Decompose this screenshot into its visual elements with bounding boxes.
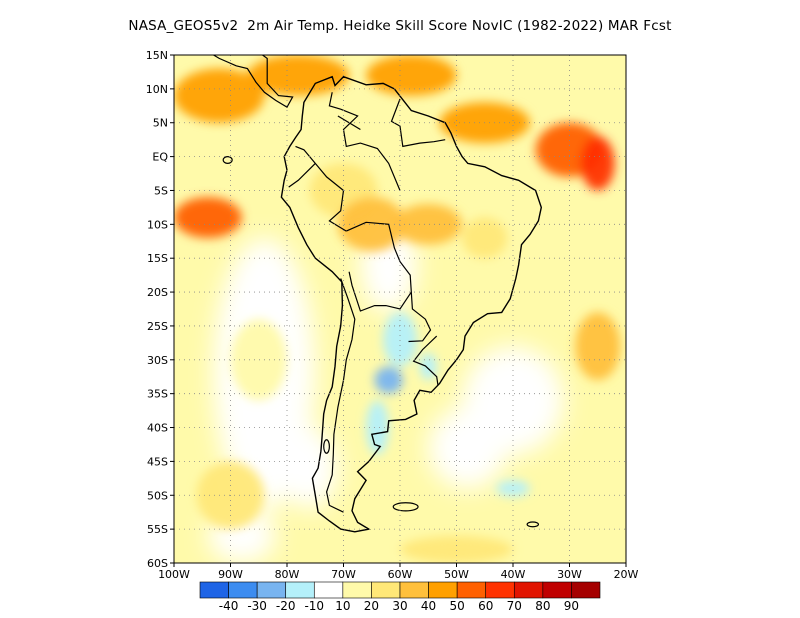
island — [222, 155, 233, 164]
colorbar-swatch — [228, 581, 258, 599]
colorbar-label: 60 — [478, 599, 493, 613]
colorbar-swatch — [542, 581, 572, 599]
skill-region — [230, 319, 287, 401]
colorbar-label: 10 — [335, 599, 350, 613]
lon-tick-label: 90W — [218, 568, 243, 581]
colorbar-swatch — [399, 581, 429, 599]
colorbar-swatch — [428, 581, 458, 599]
skill-region — [575, 312, 621, 381]
country-border — [325, 278, 356, 513]
lat-tick-label: 45S — [147, 455, 168, 468]
lat-tick-label: 25S — [147, 320, 168, 333]
skill-regions — [174, 55, 621, 563]
colorbar-label: 90 — [564, 599, 579, 613]
skill-region — [174, 197, 242, 238]
skill-region — [383, 312, 417, 367]
lat-tick-label: 5S — [154, 184, 168, 197]
island — [323, 439, 330, 454]
country-border — [288, 162, 316, 188]
country-border — [408, 292, 432, 343]
country-border — [328, 92, 401, 191]
skill-region — [337, 197, 406, 252]
colorbar-label: 40 — [421, 599, 436, 613]
plot-area — [174, 55, 626, 563]
lat-tick-label: 10N — [146, 83, 168, 96]
lat-tick-label: 10S — [147, 218, 168, 231]
island — [526, 521, 540, 528]
colorbar-swatch — [342, 581, 372, 599]
country-border — [328, 190, 347, 232]
skill-region — [366, 55, 457, 96]
lon-tick-label: 60W — [388, 568, 413, 581]
lat-tick-label: 30S — [147, 354, 168, 367]
colorbar-swatch — [485, 581, 515, 599]
south-america-coastline — [280, 75, 543, 533]
skill-region — [174, 68, 265, 123]
lat-tick-label: 20S — [147, 286, 168, 299]
colorbar-swatch — [371, 581, 401, 599]
skill-region — [419, 353, 437, 381]
chart-title: NASA_GEOS5v2 2m Air Temp. Heidke Skill S… — [128, 18, 672, 34]
skill-region — [374, 366, 403, 394]
country-border — [412, 335, 439, 385]
colorbar-swatch — [571, 581, 601, 599]
colorbar-label: 20 — [364, 599, 379, 613]
colorbar-swatch — [256, 581, 287, 599]
lon-tick-label: 80W — [275, 568, 300, 581]
country-border — [346, 221, 412, 293]
lat-tick-label: 15N — [146, 49, 168, 62]
country-border — [390, 98, 446, 148]
lon-tick-label: 100W — [158, 568, 190, 581]
lon-tick-label: 50W — [444, 568, 469, 581]
lat-tick-label: 55S — [147, 523, 168, 536]
colorbar-label: -40 — [219, 599, 239, 613]
colorbar-label: 30 — [392, 599, 407, 613]
central-america-coastline — [212, 55, 294, 109]
lon-tick-label: 30W — [557, 568, 582, 581]
lat-tick-label: EQ — [152, 151, 168, 164]
lon-tick-label: 40W — [501, 568, 526, 581]
grid-lines — [174, 55, 626, 563]
colorbar-label: -10 — [304, 599, 324, 613]
colorbar-swatch — [456, 581, 487, 599]
skill-region — [366, 400, 389, 455]
colorbar-swatch — [199, 581, 229, 599]
colorbar-label: -20 — [276, 599, 296, 613]
axis-ticks: 15N 10N 5N EQ 5S 10S 15S 20S 25S 30S 35S 40S 45S 50S 5… — [146, 49, 639, 581]
lat-tick-label: 5N — [153, 117, 168, 130]
colorbar-label: 50 — [450, 599, 465, 613]
skill-region — [394, 204, 463, 245]
country-border — [348, 271, 412, 312]
colorbar-label: 70 — [507, 599, 522, 613]
lat-tick-label: 35S — [147, 388, 168, 401]
skill-region — [400, 535, 513, 563]
island — [392, 502, 419, 512]
lat-tick-label: 50S — [147, 489, 168, 502]
skill-region — [247, 55, 350, 96]
skill-region — [496, 480, 530, 497]
skill-region — [462, 217, 508, 259]
lon-tick-label: 70W — [331, 568, 356, 581]
neutral-zone — [281, 427, 338, 509]
colorbar-label: -30 — [247, 599, 267, 613]
lat-tick-label: 60S — [147, 557, 168, 570]
lon-tick-label: 20W — [614, 568, 639, 581]
skill-region — [580, 136, 615, 191]
lat-tick-label: 15S — [147, 252, 168, 265]
colorbar-label: 80 — [535, 599, 550, 613]
colorbar: -40 -30 -20 -10 10 20 30 40 50 60 70 80 90 — [199, 581, 601, 613]
colorbar-swatch — [285, 581, 315, 599]
colorbar-swatch — [313, 581, 344, 599]
lat-tick-label: 40S — [147, 422, 168, 435]
colorbar-swatch — [513, 581, 544, 599]
